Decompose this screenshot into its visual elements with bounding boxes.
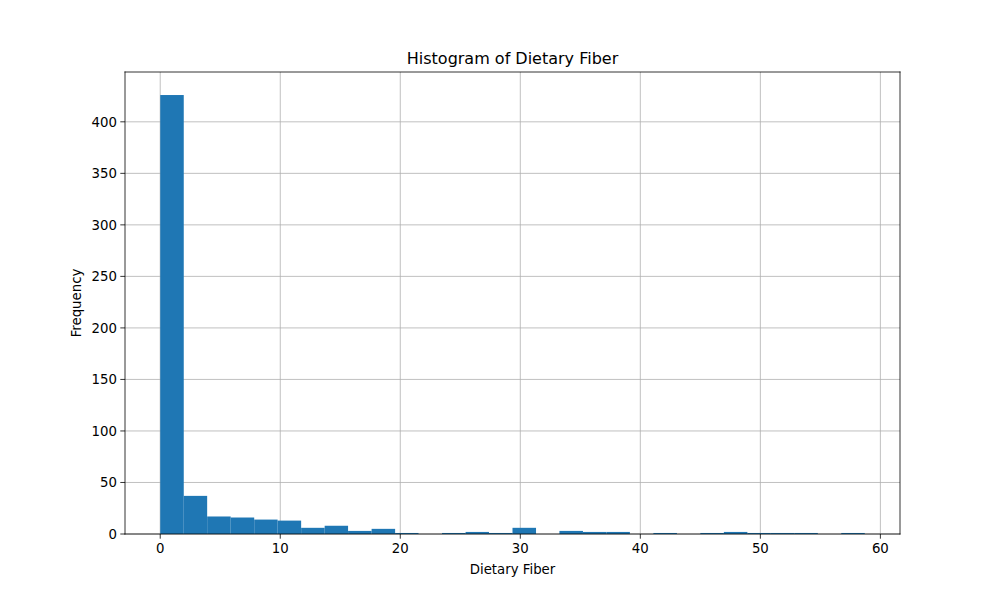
y-axis-label: Frequency [69, 269, 84, 338]
x-tick [280, 534, 281, 539]
spines [125, 72, 900, 534]
y-tick-label: 350 [92, 166, 117, 181]
x-tick-label: 40 [632, 541, 649, 556]
spine [125, 72, 126, 534]
grid-line [125, 276, 900, 277]
x-tick-label: 60 [872, 541, 889, 556]
chart-root: 0 10 20 30 40 50 60 0 50 100 150 200 250 300 350 400 His… [0, 0, 1000, 600]
grid-line [280, 72, 281, 534]
x-tick-label: 10 [272, 541, 289, 556]
y-tick-label: 400 [92, 115, 117, 130]
y-tick [120, 276, 125, 277]
chart: 0 10 20 30 40 50 60 0 50 100 150 200 250 300 350 400 His… [0, 0, 1000, 600]
x-tick [760, 534, 761, 539]
histogram-bar [184, 496, 207, 534]
x-tick [640, 534, 641, 539]
y-tick [120, 482, 125, 483]
y-tick-label: 100 [92, 424, 117, 439]
y-tick-label: 200 [92, 321, 117, 336]
grid [125, 72, 900, 534]
histogram-bar [254, 520, 277, 534]
y-tick [120, 430, 125, 431]
y-tick-label: 0 [109, 527, 117, 542]
x-tick [880, 534, 881, 539]
y-tick-label: 150 [92, 372, 117, 387]
y-tick [120, 173, 125, 174]
y-tick-label: 300 [92, 218, 117, 233]
grid-line [125, 224, 900, 225]
grid-line [640, 72, 641, 534]
histogram-bar [372, 529, 396, 534]
grid-line [125, 379, 900, 380]
y-tick-label: 250 [92, 269, 117, 284]
histogram-bar [207, 516, 231, 534]
histogram-bar [348, 531, 372, 534]
grid-line [125, 430, 900, 431]
x-tick [520, 534, 521, 539]
histogram-bar [160, 95, 184, 534]
grid-line [125, 121, 900, 122]
grid-line [880, 72, 881, 534]
grid-line [520, 72, 521, 534]
background [0, 0, 1000, 600]
grid-line [760, 72, 761, 534]
x-tick-label: 30 [512, 541, 529, 556]
x-tick-label: 20 [392, 541, 409, 556]
y-tick [120, 121, 125, 122]
y-tick [120, 327, 125, 328]
x-tick [400, 534, 401, 539]
chart-title: Histogram of Dietary Fiber [407, 49, 619, 68]
spine [125, 534, 900, 535]
grid-line [125, 327, 900, 328]
histogram-bar [559, 531, 583, 534]
grid-line [125, 534, 900, 535]
x-tick-label: 0 [156, 541, 164, 556]
spine [900, 72, 901, 534]
histogram-bar [513, 528, 537, 534]
ticks: 0 10 20 30 40 50 60 0 50 100 150 200 250 300 350 400 [92, 115, 889, 556]
x-axis-label: Dietary Fiber [470, 562, 556, 577]
y-tick-label: 50 [100, 475, 117, 490]
histogram-bar [278, 521, 302, 534]
grid-line [125, 173, 900, 174]
y-tick [120, 224, 125, 225]
spine [125, 72, 900, 73]
histogram-bar [325, 526, 348, 534]
y-tick [120, 379, 125, 380]
y-tick [120, 534, 125, 535]
histogram-bar [231, 518, 255, 534]
bars [160, 95, 865, 534]
x-tick [160, 534, 161, 539]
grid-line [400, 72, 401, 534]
histogram-bar [301, 528, 325, 534]
x-tick-label: 50 [752, 541, 769, 556]
grid-line [125, 482, 900, 483]
